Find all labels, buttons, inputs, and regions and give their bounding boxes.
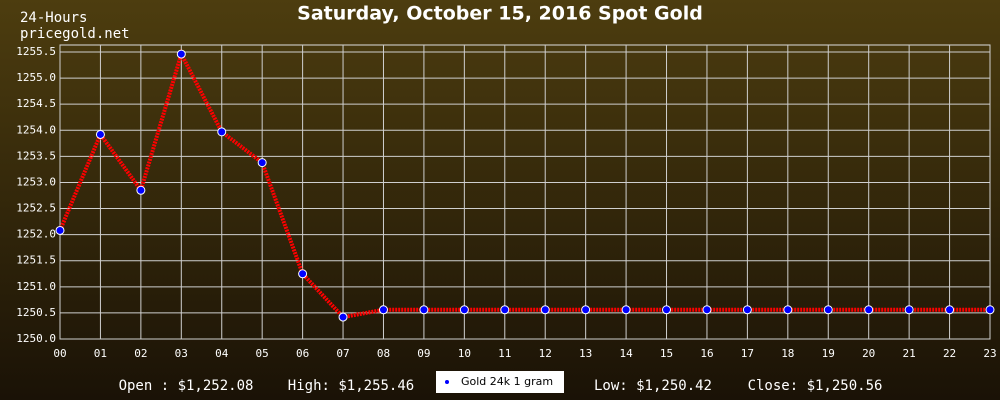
legend-marker [445, 380, 449, 384]
x-tick-label: 16 [700, 347, 713, 360]
source: pricegold.net [20, 26, 130, 42]
y-tick-label: 1254.0 [16, 123, 56, 136]
x-tick-label: 06 [296, 347, 309, 360]
x-tick-label: 11 [498, 347, 511, 360]
x-tick-label: 01 [94, 347, 107, 360]
y-tick-label: 1252.5 [16, 202, 56, 215]
stat: Open : $1,252.08 [119, 378, 254, 394]
legend-label: Gold 24k 1 gram [461, 375, 553, 388]
marker [904, 305, 914, 315]
x-tick-label: 13 [579, 347, 592, 360]
y-tick-label: 1250.5 [16, 306, 56, 319]
marker [95, 129, 105, 139]
marker [702, 305, 712, 315]
x-tick-label: 05 [256, 347, 269, 360]
marker [217, 127, 227, 137]
stat: High: $1,255.46 [288, 378, 414, 394]
y-tick-label: 1250.0 [16, 332, 56, 345]
legend: Gold 24k 1 gram [436, 371, 564, 393]
x-tick-label: 07 [336, 347, 349, 360]
marker [298, 269, 308, 279]
x-tick-label: 00 [53, 347, 66, 360]
stat: Close: $1,250.56 [748, 378, 883, 394]
legend-box [436, 371, 564, 393]
x-tick-label: 15 [660, 347, 673, 360]
y-tick-label: 1254.5 [16, 97, 56, 110]
marker [459, 305, 469, 315]
x-tick-label: 22 [943, 347, 956, 360]
x-tick-label: 14 [619, 347, 633, 360]
marker [783, 305, 793, 315]
chart-title: Saturday, October 15, 2016 Spot Gold [297, 3, 703, 25]
marker [257, 158, 267, 168]
x-tick-label: 03 [175, 347, 188, 360]
y-tick-label: 1253.5 [16, 149, 56, 162]
stat: Low: $1,250.42 [594, 378, 712, 394]
x-tick-label: 02 [134, 347, 147, 360]
x-tick-label: 04 [215, 347, 229, 360]
marker [742, 305, 752, 315]
marker [338, 312, 348, 322]
x-tick-label: 23 [983, 347, 996, 360]
x-tick-label: 08 [377, 347, 390, 360]
y-tick-label: 1253.0 [16, 175, 56, 188]
marker [419, 305, 429, 315]
marker [985, 305, 995, 315]
marker [136, 185, 146, 195]
marker [378, 305, 388, 315]
marker [55, 225, 65, 235]
y-tick-label: 1255.0 [16, 71, 56, 84]
marker [945, 305, 955, 315]
y-tick-label: 1251.5 [16, 254, 56, 267]
marker [540, 305, 550, 315]
subtitle: 24-Hours [20, 10, 87, 26]
y-tick-label: 1251.0 [16, 280, 56, 293]
y-tick-label: 1252.0 [16, 228, 56, 241]
marker [500, 305, 510, 315]
x-tick-label: 09 [417, 347, 430, 360]
x-tick-label: 12 [539, 347, 552, 360]
marker [662, 305, 672, 315]
line [58, 48, 990, 320]
x-tick-label: 10 [458, 347, 471, 360]
marker [823, 305, 833, 315]
marker [581, 305, 591, 315]
y-tick-label: 1255.5 [16, 45, 56, 58]
marker [621, 305, 631, 315]
marker [176, 49, 186, 59]
x-tick-label: 20 [862, 347, 875, 360]
x-tick-label: 18 [781, 347, 794, 360]
x-tick-label: 19 [822, 347, 835, 360]
x-tick-label: 17 [741, 347, 754, 360]
x-tick-label: 21 [903, 347, 916, 360]
marker [864, 305, 874, 315]
